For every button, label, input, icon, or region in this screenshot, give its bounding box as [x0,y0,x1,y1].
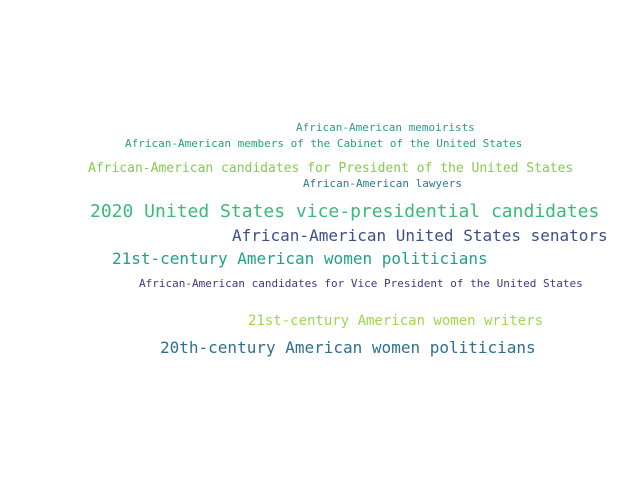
word-2020-vp-candidates: 2020 United States vice-presidential can… [90,201,600,222]
word-african-american-lawyers: African-American lawyers [303,177,462,190]
word-african-american-memoirists: African-American memoirists [296,121,475,134]
word-african-american-vp-candidates: African-American candidates for Vice Pre… [139,277,583,290]
word-21st-century-women-politicians: 21st-century American women politicians [112,249,488,268]
word-21st-century-women-writers: 21st-century American women writers [248,313,544,329]
word-african-american-presidential-candidates: African-American candidates for Presiden… [88,161,574,176]
word-african-american-senators: African-American United States senators [232,226,608,245]
word-20th-century-women-politicians: 20th-century American women politicians [160,338,536,357]
word-african-american-cabinet-members: African-American members of the Cabinet … [125,137,523,150]
